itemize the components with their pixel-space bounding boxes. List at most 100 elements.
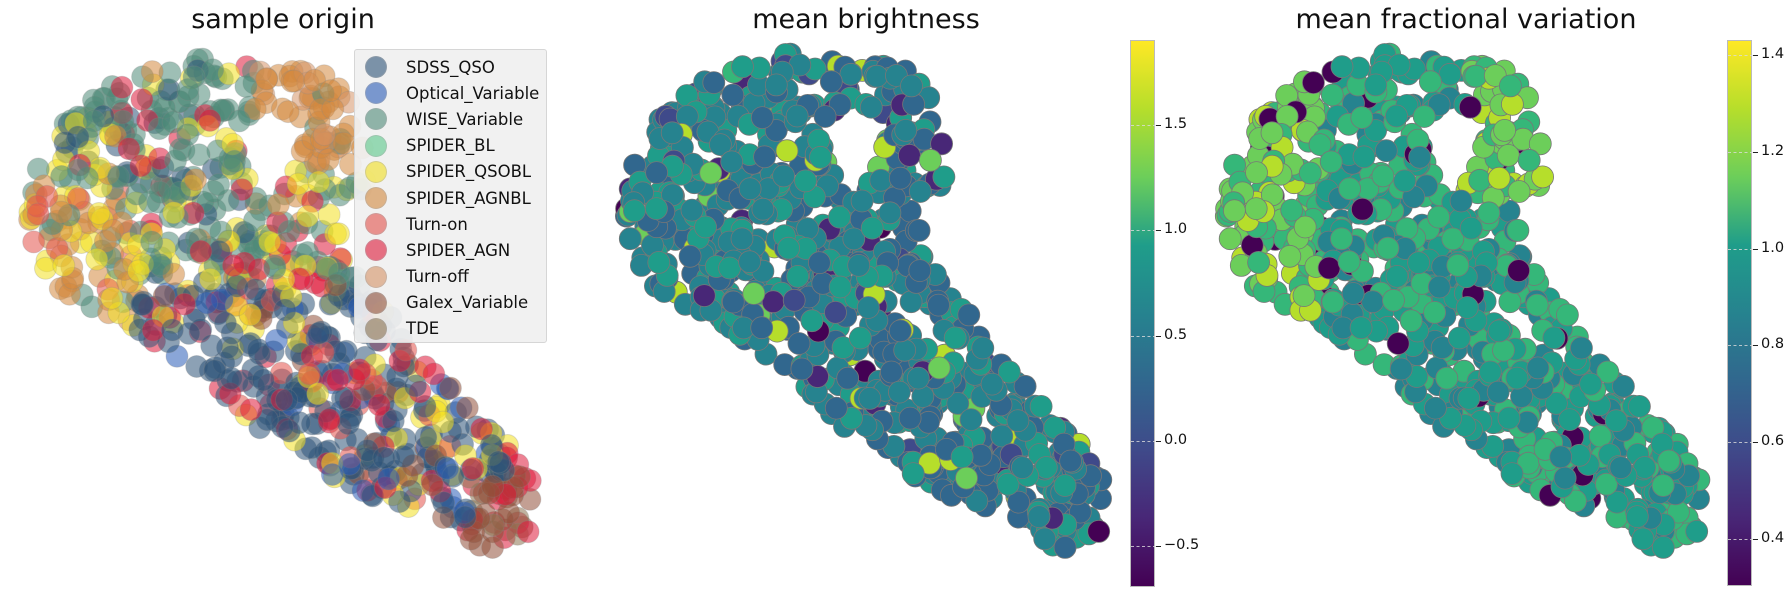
data-point [1628, 394, 1651, 418]
data-point [694, 215, 717, 239]
data-point [307, 170, 331, 194]
data-point [1507, 180, 1531, 203]
data-point [1007, 490, 1030, 514]
data-point [1013, 374, 1037, 398]
legend-marker-icon [365, 317, 387, 340]
data-point [276, 100, 300, 124]
data-point [1386, 332, 1410, 355]
data-point [338, 452, 361, 476]
data-point [367, 393, 391, 417]
data-point [919, 148, 942, 172]
data-point [148, 180, 172, 204]
legend-marker-icon [365, 134, 387, 157]
data-point [790, 357, 814, 381]
data-point [189, 239, 213, 263]
data-point [750, 316, 774, 340]
data-point [1625, 505, 1649, 528]
data-point [1657, 449, 1681, 473]
data-point [738, 177, 762, 201]
data-point [777, 236, 800, 260]
data-point [860, 216, 884, 240]
legend-item: Galex_Variable [355, 290, 546, 316]
data-point [1464, 64, 1488, 88]
data-point [1596, 360, 1620, 384]
data-point [761, 290, 785, 314]
data-point [223, 149, 246, 173]
data-point [1685, 520, 1709, 543]
data-point [1371, 164, 1395, 188]
data-point [130, 88, 154, 111]
data-point [303, 68, 327, 92]
data-point [388, 490, 411, 514]
data-point [1364, 73, 1388, 97]
data-point [239, 398, 263, 422]
data-point [1382, 288, 1405, 312]
data-point [782, 288, 806, 312]
data-point [140, 230, 164, 254]
legend-item: SPIDER_QSOBL [355, 159, 546, 185]
data-point [990, 424, 1014, 448]
data-point [100, 286, 124, 310]
data-point [141, 318, 165, 342]
data-point [1319, 150, 1343, 174]
data-point [311, 340, 335, 364]
colorbar-tick-label: 0.6 [1761, 433, 1785, 450]
data-point [187, 143, 211, 167]
data-point [243, 278, 267, 302]
data-point [751, 197, 775, 221]
data-point [1423, 300, 1446, 324]
data-point [318, 292, 342, 316]
data-point [623, 199, 646, 223]
data-point [858, 386, 882, 410]
data-point [900, 74, 923, 98]
data-point [455, 396, 479, 420]
data-point [1506, 218, 1530, 242]
data-point [1612, 374, 1635, 398]
data-point [1027, 505, 1051, 528]
data-point [888, 166, 912, 190]
data-point [718, 256, 741, 280]
legend-label: TDE [406, 319, 440, 339]
data-point [200, 334, 224, 358]
data-point [1549, 445, 1573, 469]
data-point [980, 372, 1004, 396]
data-point [702, 71, 726, 94]
data-point [207, 173, 231, 197]
colorbar-tick-label: 1.0 [1761, 239, 1785, 256]
data-point [238, 303, 262, 327]
data-point [221, 254, 245, 278]
legend-label: SDSS_QSO [406, 57, 495, 77]
data-point [266, 193, 290, 216]
data-point [459, 527, 483, 551]
data-point [1457, 386, 1481, 410]
data-point [1517, 148, 1541, 172]
data-point [1507, 259, 1530, 283]
data-point [263, 256, 287, 280]
data-point [1419, 70, 1442, 94]
data-point [824, 396, 848, 420]
data-point [1385, 104, 1408, 128]
colorbar-mean-fractional-variation: 0.4 0.6 0.8 1.0 1.2 1.4 [1727, 40, 1784, 586]
data-point [1500, 462, 1524, 486]
data-point [996, 472, 1020, 496]
data-point [85, 247, 109, 271]
colorbar-tick-label: 1.5 [1164, 116, 1188, 133]
data-point [50, 165, 74, 188]
data-point [699, 161, 723, 185]
legend-item: Turn-on [355, 211, 546, 237]
data-point [282, 69, 306, 93]
data-point [1029, 394, 1053, 418]
panel-title-sample-origin: sample origin [191, 4, 375, 35]
data-point [927, 293, 950, 317]
colorbar-tick-label: 0.5 [1164, 326, 1188, 343]
data-point [1604, 409, 1628, 433]
data-point [645, 161, 668, 185]
data-point [1245, 161, 1268, 185]
data-point [1447, 326, 1471, 350]
legend-item: Turn-off [355, 264, 546, 290]
data-point [307, 321, 331, 345]
data-point [842, 227, 866, 251]
data-point [1588, 424, 1612, 448]
data-point [907, 218, 931, 242]
data-point [22, 230, 46, 254]
